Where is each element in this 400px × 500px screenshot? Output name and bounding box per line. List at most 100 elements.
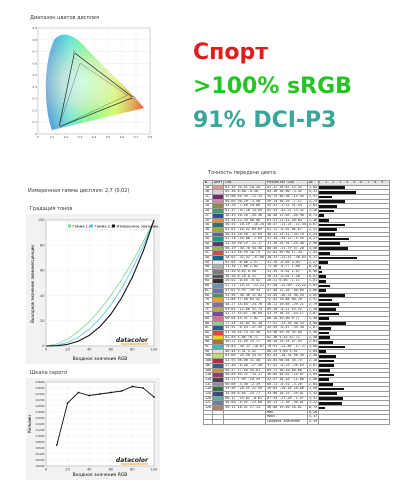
delta-bar [319, 354, 336, 358]
row-delta: 1,46 [306, 376, 320, 383]
delta-bar [319, 204, 338, 208]
gamut-ytick: 0.6 [33, 61, 38, 65]
row-delta: 0,73 [306, 212, 320, 219]
row-result: 37.52 -0.33 -28.03 [265, 362, 308, 369]
row-result: 33.06 10.33 -29.01 [265, 390, 308, 397]
row-lab: 60.09 30.29 -3.56 [223, 198, 267, 205]
row-lab: 69.61 -12.88 52.74 [223, 306, 267, 313]
delta-bar [319, 387, 345, 391]
gamut-ytick: 0.3 [33, 97, 38, 101]
grad-ylabel: Выходное значение люминесценции [30, 245, 35, 323]
gray-xtick: 60 [109, 468, 113, 472]
row-lab: 41.77 33.67 -36.84 [223, 311, 267, 317]
grad-ytick: 20 [40, 319, 44, 323]
row-lab: 57.73 -15.21 -22.21 [223, 283, 267, 289]
row-delta: 1,04 [306, 348, 320, 355]
row-delta: 2,40 [306, 353, 320, 360]
row-lab: 53.56 -38.48 31.02 [223, 292, 267, 299]
row-delta: 2,87 [306, 311, 320, 317]
row-lab: 68.19 -30.78 54.58 [223, 245, 267, 252]
delta-bar [319, 406, 325, 410]
row-lab: 46.89 40.32 -14.27 [223, 372, 267, 378]
grad-xtick: 80 [130, 348, 134, 352]
gray-point [77, 391, 80, 394]
delta-bar [319, 326, 331, 330]
grad-ytick: 100 [38, 218, 45, 222]
row-lab: 40.53 -18.19 -10.24 [223, 222, 267, 228]
row-delta: 1,58 [306, 334, 320, 341]
row-delta: 1,27 [306, 259, 320, 266]
accuracy-axis-tick: 5 [353, 180, 356, 184]
row-delta: 3,90 [306, 320, 320, 327]
gray-point [99, 393, 101, 395]
headline-sport: Спорт [193, 40, 268, 65]
datacolor-logo-2: datacolor [116, 457, 149, 464]
row-lab: 38.62 -32.52 -37.66 [223, 255, 267, 261]
row-result: 69.38 -8.11 53.52 [265, 306, 308, 313]
row-lab: 31.26 20.19 -21.17 [223, 240, 267, 247]
row-delta: 2,51 [306, 226, 320, 233]
row-delta: 3,67 [306, 222, 320, 228]
row-result: 44.04 60.64 30.75 [265, 358, 308, 364]
summary-blank [223, 419, 267, 425]
row-delta: 1,61 [306, 367, 320, 374]
gray-point [109, 391, 112, 394]
gray-ytick: 10400 [35, 452, 44, 456]
gamut-chart: 0 0.1 0.2 0.3 0.4 0.5 0.6 0.7 0.800.10.20.30.40.… [33, 26, 153, 139]
gamut-xtick: 0.6 [120, 135, 125, 139]
gray-point [66, 402, 69, 404]
row-lab: 68.57 27.48 55.81 [223, 367, 267, 374]
accuracy-axis-tick: 10 [388, 181, 389, 184]
row-result: 62.72 -6.02 66.67 [265, 226, 308, 233]
summary-row: Среднее значение 2,39 [203, 419, 391, 425]
accuracy-title: Точность передачи цвета [208, 170, 276, 176]
summary-label: Среднее значение [265, 419, 308, 425]
legend-gamma22: Гамма 2.2 [95, 224, 114, 228]
delta-bar [319, 378, 330, 382]
row-delta: 2,38 [306, 306, 320, 313]
delta-bar [319, 251, 330, 255]
delta-bar [319, 392, 337, 396]
gray-xtick: 40 [87, 468, 91, 472]
delta-bar [319, 303, 339, 307]
delta-bar [319, 350, 327, 353]
row-result: 83.44 -18.34 56.44 [265, 353, 308, 360]
table-row: 5D 36.28 0.10 0.31 36.23 -0.01 1.38 0,97 [203, 273, 391, 280]
table-row: 11D 39.56 -28.51 21.59 39.64 -20.16 18.80 3… [203, 386, 391, 392]
row-result: 68.50 -21.79 57.28 [265, 245, 308, 252]
row-lab: 51.78 -55.86 -2.65 [223, 236, 267, 242]
row-delta: 1,01 [306, 278, 320, 285]
delta-bar [319, 322, 347, 325]
grad-series-1 [45, 219, 155, 347]
table-row: 2D 63.54 22.39 56.46 63.51 21.41 58.64 1,36 [203, 217, 391, 224]
row-delta: 0,28 [306, 264, 320, 271]
row-delta: 2,03 [306, 339, 320, 346]
accuracy-header-cell: Цвет [212, 180, 225, 186]
row-lab: 52.43 46.99 16.75 [223, 250, 267, 256]
row-delta: 2,96 [306, 240, 320, 247]
row-result: 52.62 50.90 17.34 [265, 250, 308, 256]
delta-bar [319, 265, 322, 269]
grad-xtick: 100 [151, 348, 158, 352]
row-delta: 2,10 [306, 208, 320, 214]
gamut-ytick: 0.1 [33, 120, 38, 124]
delta-bar [319, 186, 345, 189]
delta-bar [319, 261, 328, 264]
delta-bar [319, 279, 327, 283]
gray-xlabel: Входное значение RGB [73, 472, 128, 478]
gamut-vertex [57, 125, 61, 129]
row-lab: 66.17 -33.81 -0.62 [223, 395, 267, 402]
row-delta: 0,48 [306, 269, 320, 275]
row-delta: 3,22 [306, 400, 320, 406]
grad-ytick: 0 [42, 344, 44, 348]
legend-measured: Измеренное значение [117, 224, 160, 228]
row-lab: 70.83 -30.33 -16.07 [223, 344, 267, 350]
delta-bar [319, 359, 335, 363]
row-result: 38.33 -21.51 -38.63 [265, 255, 308, 261]
gray-xtick: 20 [65, 468, 69, 472]
row-result: 68.72 30.10 60.68 [265, 367, 308, 374]
delta-bar [319, 247, 348, 250]
summary-value: 2,39 [306, 419, 320, 425]
row-lab: 39.86 44.39 -11.15 [223, 194, 267, 200]
